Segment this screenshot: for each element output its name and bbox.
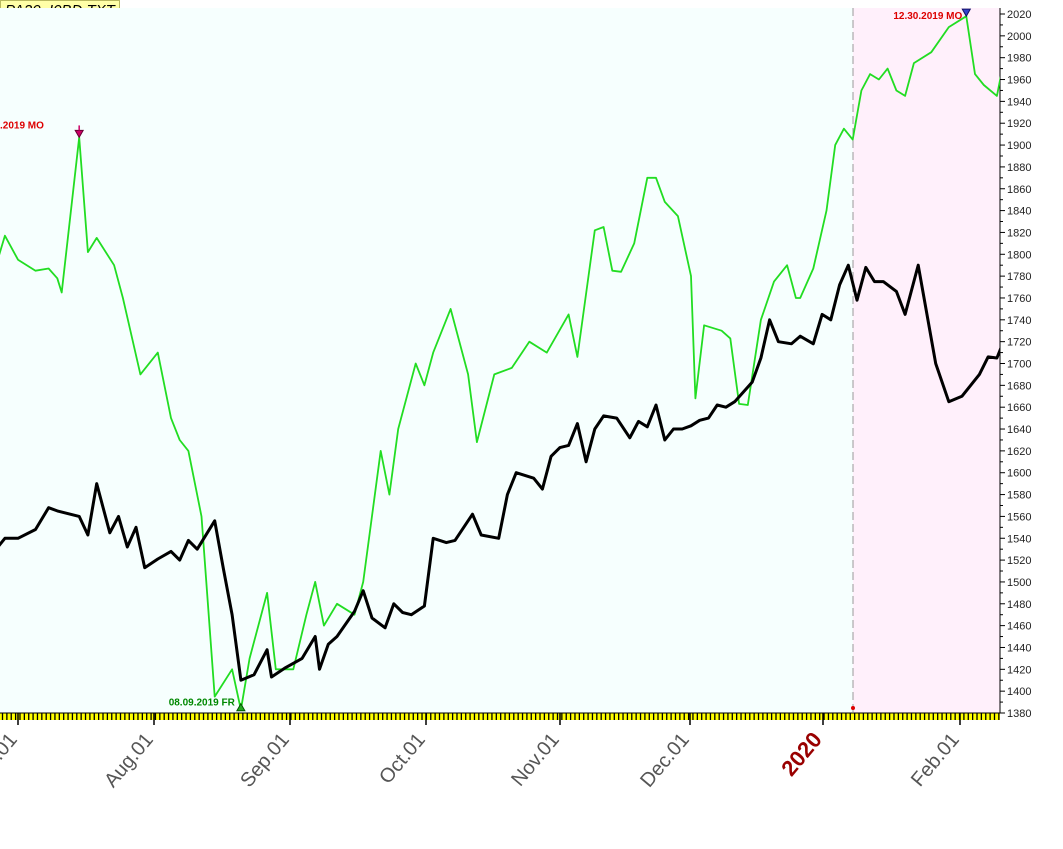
y-tick-label: 1780: [1007, 271, 1031, 283]
y-tick-label: 1940: [1007, 96, 1031, 108]
y-tick-label: 1400: [1007, 686, 1031, 698]
month-label: Nov.01: [507, 729, 564, 791]
y-tick-label: 1620: [1007, 446, 1031, 458]
y-tick-label: 1440: [1007, 642, 1031, 654]
y-tick-label: 1500: [1007, 577, 1031, 589]
y-tick-label: 1640: [1007, 424, 1031, 436]
y-tick-label: 1460: [1007, 621, 1031, 633]
annotation-label: 08.09.2019 FR: [169, 698, 236, 709]
y-tick-label: 1840: [1007, 206, 1031, 218]
y-tick-label: 1480: [1007, 599, 1031, 611]
month-label: Feb.01: [907, 729, 964, 791]
y-tick-label: 1560: [1007, 511, 1031, 523]
bottom-marker-icon: [236, 702, 246, 712]
top-marker-icon: [961, 8, 972, 18]
month-label: Oct.01: [375, 729, 430, 788]
x-axis-ruler: [0, 712, 1000, 720]
y-tick-label: 1600: [1007, 468, 1031, 480]
annotation-label: 12.30.2019 MO: [893, 11, 962, 22]
y-tick-label: 1660: [1007, 402, 1031, 414]
y-tick-label: 1880: [1007, 162, 1031, 174]
month-label: Dec.01: [636, 729, 694, 792]
series-layer: [0, 15, 1000, 711]
y-tick-label: 1520: [1007, 555, 1031, 567]
black-series-line: [0, 263, 1000, 682]
y-tick-label: 1760: [1007, 293, 1031, 305]
y-tick-label: 1960: [1007, 75, 1031, 87]
y-tick-label: 1380: [1007, 708, 1031, 720]
y-axis: 2020 2000 1980 1960 1940 1920 1900 1880 1860 1840…: [999, 8, 1031, 720]
y-tick-label: 1680: [1007, 380, 1031, 392]
month-label: Jul.01: [0, 729, 22, 784]
y-tick-label: 2020: [1007, 9, 1031, 21]
y-tick-label: 1540: [1007, 533, 1031, 545]
ruler-band: [0, 713, 1000, 720]
green-series-line: [0, 15, 1000, 711]
y-tick-label: 1980: [1007, 53, 1031, 65]
y-tick-label: 1900: [1007, 140, 1031, 152]
y-tick-label: 1800: [1007, 249, 1031, 261]
x-axis: Jul.01 Aug.01 Sep.01 Oct.01 Nov.01 Dec.01 2020…: [0, 713, 964, 792]
y-tick-label: 1700: [1007, 359, 1031, 371]
y-tick-label: 1740: [1007, 315, 1031, 327]
y-tick-label: 1920: [1007, 118, 1031, 130]
y-tick-label: 1580: [1007, 490, 1031, 502]
y-tick-label: 1860: [1007, 184, 1031, 196]
today-bottom-dot: [851, 706, 855, 710]
year-label: 2020: [776, 727, 827, 781]
y-tick-label: 1420: [1007, 664, 1031, 676]
month-label: Aug.01: [100, 729, 158, 792]
projection-area: [853, 8, 1000, 713]
annotation-label: .2019 MO: [0, 120, 44, 131]
month-label: Sep.01: [236, 729, 294, 792]
plot-area: [0, 8, 1000, 713]
y-tick-label: 2000: [1007, 31, 1031, 43]
y-tick-label: 1820: [1007, 227, 1031, 239]
y-tick-label: 1720: [1007, 337, 1031, 349]
